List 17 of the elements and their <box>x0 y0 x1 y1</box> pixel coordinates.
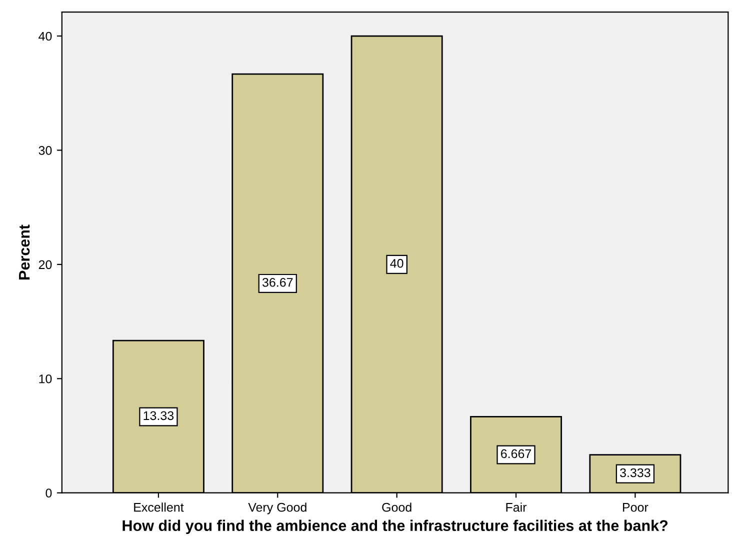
y-tick-label: 10 <box>39 374 52 384</box>
y-axis-title: Percent <box>19 224 30 280</box>
data-label: 6.667 <box>501 449 532 458</box>
x-tick-label: Poor <box>623 503 648 512</box>
y-tick-label: 0 <box>46 488 52 498</box>
x-tick-label: Good <box>382 502 412 512</box>
data-label: 13.33 <box>144 411 174 420</box>
y-tick-label: 30 <box>38 146 52 155</box>
x-tick-label: Very Good <box>248 502 306 514</box>
data-label: 40 <box>390 258 404 268</box>
data-label: 36.67 <box>262 278 293 287</box>
data-label: 3.333 <box>620 468 650 478</box>
x-axis-title: How did you find the ambience and the infrastructure facilities at the bank? <box>122 520 668 534</box>
x-tick-label: Fair <box>506 502 527 512</box>
y-tick-label: 20 <box>38 260 52 270</box>
y-tick-label: 40 <box>38 32 52 41</box>
x-tick-label: Excellent <box>134 502 184 512</box>
